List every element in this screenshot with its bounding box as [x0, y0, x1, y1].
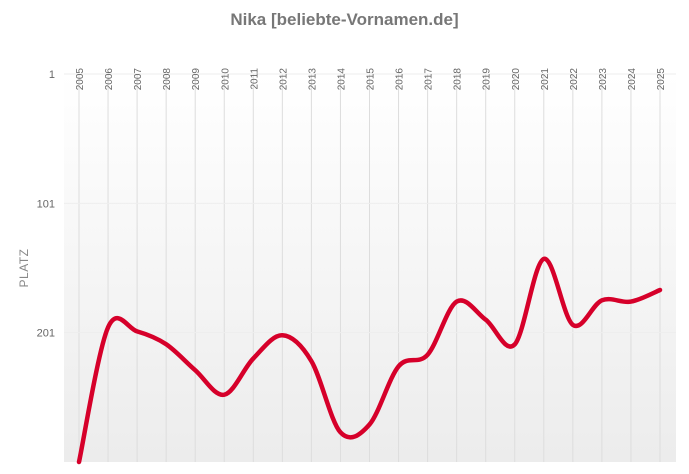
y-tick-label: 101 [37, 198, 55, 210]
x-tick-label: 2009 [191, 68, 202, 91]
x-tick-label: 2007 [133, 68, 144, 91]
x-tick-label: 2011 [249, 68, 260, 90]
x-tick-label: 2016 [395, 68, 406, 91]
x-tick-label: 2020 [511, 68, 522, 91]
grid-lines [64, 73, 676, 462]
x-tick-label: 2018 [453, 68, 464, 91]
x-tick-label: 2025 [656, 68, 667, 91]
y-axis-label: PLATZ [17, 249, 31, 288]
x-tick-label: 2021 [540, 68, 551, 91]
x-tick-label: 2008 [162, 68, 173, 91]
series-layer [76, 256, 663, 465]
x-tick-label: 2015 [366, 68, 377, 91]
x-tick-label: 2012 [278, 68, 289, 91]
x-tick-label: 2005 [75, 68, 86, 91]
y-tick-label: 1 [49, 69, 55, 81]
x-tick-label: 2013 [307, 68, 318, 91]
x-tick-label: 2019 [482, 68, 493, 91]
chart-title: Nika [beliebte-Vornamen.de] [230, 10, 459, 29]
series-line-0 [76, 256, 663, 465]
x-tick-label: 2017 [424, 68, 435, 91]
x-tick-label: 2014 [336, 68, 347, 91]
x-tick-label: 2010 [220, 68, 231, 91]
y-axis-ticks: 1 101 201 [37, 69, 55, 340]
x-axis-ticks: 2005 2006 2007 2008 2009 2010 2011 2012 2013 2014… [75, 68, 667, 91]
x-tick-label: 2024 [627, 68, 638, 91]
y-tick-label: 201 [37, 328, 55, 340]
x-tick-label: 2006 [104, 68, 115, 91]
x-tick-label: 2022 [569, 68, 580, 91]
x-tick-label: 2023 [598, 68, 609, 91]
